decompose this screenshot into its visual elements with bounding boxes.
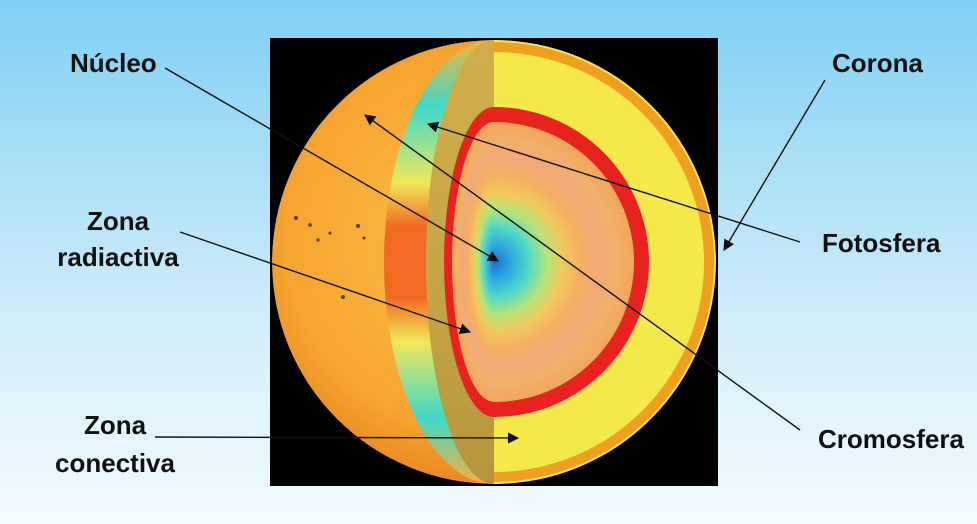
zona-conectiva-pointer <box>155 437 518 438</box>
label-fotosfera: Fotosfera <box>822 226 940 260</box>
label-zona-conectiva-line2: conectiva <box>45 446 185 480</box>
label-zona-radiactiva-line2: radiactiva <box>48 240 188 274</box>
label-corona: Corona <box>832 46 923 80</box>
corona-pointer <box>724 80 825 250</box>
label-zona-radiactiva-line1: Zona <box>48 204 188 238</box>
label-zona-conectiva-line1: Zona <box>45 408 185 442</box>
label-cromosfera: Cromosfera <box>818 422 964 456</box>
label-nucleo: Núcleo <box>70 46 157 80</box>
sun <box>272 40 716 484</box>
